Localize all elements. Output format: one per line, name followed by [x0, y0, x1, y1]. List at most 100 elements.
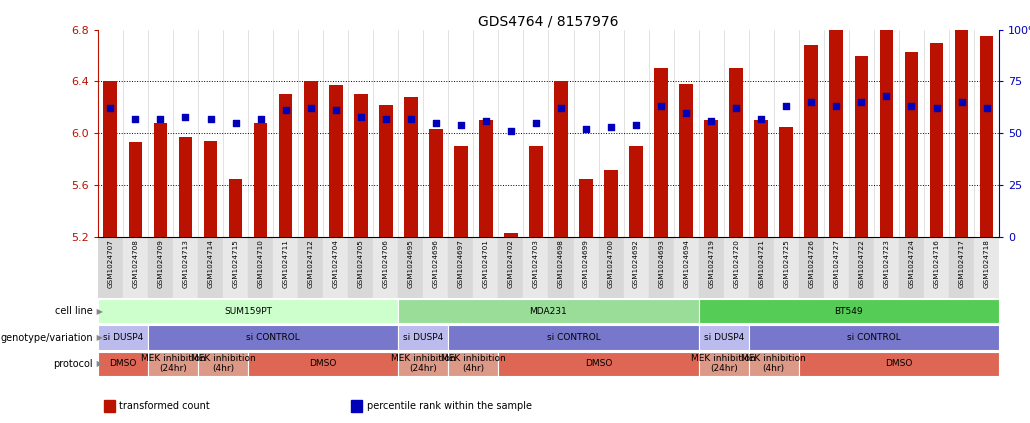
Text: GSM1024707: GSM1024707 [107, 239, 113, 288]
Bar [554, 81, 568, 237]
Bar [924, 237, 949, 298]
Bar [574, 237, 598, 298]
Text: DMSO: DMSO [109, 359, 137, 368]
Bar [329, 85, 343, 237]
Bar [428, 129, 443, 237]
Bar [749, 237, 774, 298]
Text: ▶: ▶ [94, 359, 103, 368]
Point [954, 99, 970, 106]
Bar [273, 237, 298, 298]
Bar [399, 299, 698, 324]
Point [328, 107, 344, 114]
Text: GSM1024692: GSM1024692 [633, 239, 639, 288]
Bar [698, 352, 749, 376]
Bar [98, 352, 148, 376]
Bar [698, 325, 749, 350]
Point [102, 105, 118, 112]
Bar [351, 400, 363, 412]
Point [778, 103, 794, 110]
Point [352, 113, 369, 120]
Text: GSM1024697: GSM1024697 [458, 239, 464, 288]
Bar [804, 45, 818, 237]
Bar [454, 146, 468, 237]
Bar [304, 81, 317, 237]
Text: GSM1024713: GSM1024713 [182, 239, 188, 288]
Text: MEK inhibition
(24hr): MEK inhibition (24hr) [691, 354, 756, 374]
Text: si CONTROL: si CONTROL [547, 333, 600, 342]
Point [702, 118, 719, 124]
Bar [629, 146, 643, 237]
Point [578, 126, 594, 132]
Text: MEK inhibition
(4hr): MEK inhibition (4hr) [191, 354, 255, 374]
Bar [579, 179, 593, 237]
Point [628, 121, 645, 128]
Bar [674, 237, 698, 298]
Bar [129, 142, 142, 237]
Text: GSM1024710: GSM1024710 [258, 239, 264, 288]
Point [478, 118, 494, 124]
Bar [799, 352, 999, 376]
Bar [679, 84, 693, 237]
Text: GSM1024718: GSM1024718 [984, 239, 990, 288]
Bar [354, 94, 368, 237]
Bar [104, 400, 115, 412]
Text: GSM1024700: GSM1024700 [608, 239, 614, 288]
Text: GSM1024711: GSM1024711 [282, 239, 288, 288]
Bar [504, 233, 518, 237]
Text: transformed count: transformed count [119, 401, 210, 411]
Text: GSM1024719: GSM1024719 [709, 239, 714, 288]
Bar [98, 299, 399, 324]
Text: cell line: cell line [55, 306, 93, 316]
Bar [474, 237, 499, 298]
Text: si CONTROL: si CONTROL [847, 333, 901, 342]
Text: ▶: ▶ [94, 307, 103, 316]
Text: GSM1024699: GSM1024699 [583, 239, 589, 288]
Point [828, 103, 845, 110]
Bar [605, 170, 618, 237]
Text: GSM1024725: GSM1024725 [783, 239, 789, 288]
Bar [373, 237, 399, 298]
Bar [148, 237, 173, 298]
Point [303, 105, 319, 112]
Text: GSM1024716: GSM1024716 [933, 239, 939, 288]
Point [753, 115, 769, 122]
Point [653, 103, 670, 110]
Bar [623, 237, 649, 298]
Bar [774, 237, 799, 298]
Title: GDS4764 / 8157976: GDS4764 / 8157976 [478, 14, 619, 28]
Point [879, 93, 895, 99]
Bar [824, 237, 849, 298]
Point [928, 105, 945, 112]
Point [553, 105, 570, 112]
Bar [749, 325, 999, 350]
Text: GSM1024714: GSM1024714 [207, 239, 213, 288]
Text: GSM1024698: GSM1024698 [558, 239, 564, 288]
Text: GSM1024709: GSM1024709 [158, 239, 164, 288]
Bar [248, 237, 273, 298]
Text: GSM1024696: GSM1024696 [433, 239, 439, 288]
Text: GSM1024724: GSM1024724 [908, 239, 915, 288]
Text: si DUSP4: si DUSP4 [703, 333, 744, 342]
Bar [123, 237, 148, 298]
Bar [148, 325, 399, 350]
Text: genotype/variation: genotype/variation [0, 332, 93, 343]
Text: MEK inhibition
(24hr): MEK inhibition (24hr) [391, 354, 455, 374]
Point [202, 115, 218, 122]
Bar [649, 237, 674, 298]
Bar [654, 69, 668, 237]
Point [503, 128, 519, 135]
Bar [173, 237, 198, 298]
Bar [523, 237, 548, 298]
Text: BT549: BT549 [834, 307, 863, 316]
Bar [379, 105, 392, 237]
Point [378, 115, 394, 122]
Text: GSM1024723: GSM1024723 [884, 239, 890, 288]
Bar [980, 36, 994, 237]
Bar [98, 237, 123, 298]
Bar [198, 352, 248, 376]
Point [728, 105, 745, 112]
Text: GSM1024722: GSM1024722 [858, 239, 864, 288]
Bar [298, 237, 323, 298]
Text: GSM1024704: GSM1024704 [333, 239, 339, 288]
Bar [448, 352, 499, 376]
